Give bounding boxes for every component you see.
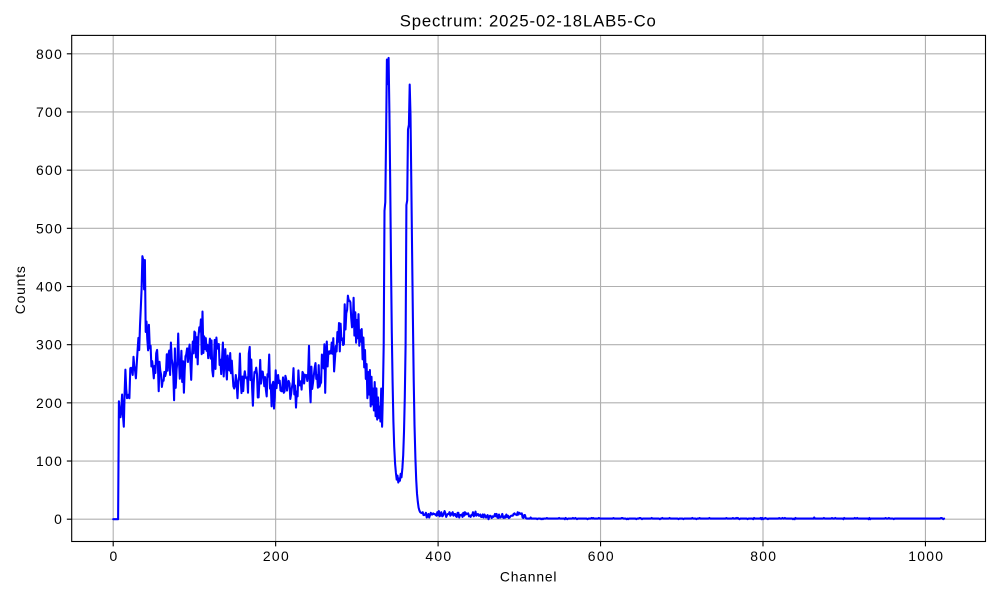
svg-text:0: 0 — [54, 511, 63, 527]
svg-text:200: 200 — [263, 548, 290, 564]
svg-text:800: 800 — [36, 46, 63, 62]
svg-text:400: 400 — [36, 279, 63, 295]
svg-text:300: 300 — [36, 337, 63, 353]
svg-text:Channel: Channel — [500, 569, 557, 585]
svg-text:Counts: Counts — [12, 265, 28, 314]
svg-text:400: 400 — [425, 548, 452, 564]
svg-text:600: 600 — [36, 162, 63, 178]
svg-text:0: 0 — [109, 548, 118, 564]
svg-text:700: 700 — [36, 104, 63, 120]
svg-text:1000: 1000 — [908, 548, 944, 564]
svg-text:200: 200 — [36, 395, 63, 411]
svg-text:Spectrum: 2025-02-18LAB5-Co: Spectrum: 2025-02-18LAB5-Co — [400, 11, 657, 30]
svg-text:800: 800 — [750, 548, 777, 564]
svg-text:500: 500 — [36, 220, 63, 236]
svg-text:600: 600 — [588, 548, 615, 564]
svg-text:100: 100 — [36, 453, 63, 469]
